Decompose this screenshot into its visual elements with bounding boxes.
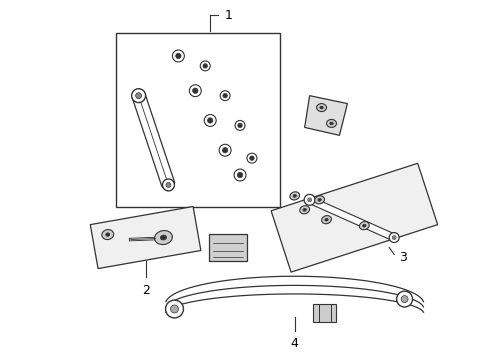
Circle shape <box>166 183 171 188</box>
Circle shape <box>163 179 174 191</box>
Circle shape <box>396 291 413 307</box>
Circle shape <box>238 123 242 128</box>
Ellipse shape <box>160 235 167 240</box>
Circle shape <box>200 61 210 71</box>
Ellipse shape <box>321 216 331 224</box>
Ellipse shape <box>154 230 172 244</box>
Circle shape <box>250 156 254 161</box>
Circle shape <box>219 144 231 156</box>
Circle shape <box>203 64 207 68</box>
Text: 1: 1 <box>225 9 233 22</box>
Ellipse shape <box>330 122 333 125</box>
Circle shape <box>136 93 142 99</box>
Circle shape <box>193 88 198 93</box>
Ellipse shape <box>318 198 321 201</box>
Ellipse shape <box>106 233 110 236</box>
Circle shape <box>235 121 245 130</box>
Circle shape <box>172 50 184 62</box>
Circle shape <box>189 85 201 96</box>
Circle shape <box>207 118 213 123</box>
Circle shape <box>234 169 246 181</box>
Circle shape <box>223 94 227 98</box>
Bar <box>209 234 247 261</box>
Ellipse shape <box>326 120 337 127</box>
Circle shape <box>389 233 399 243</box>
Text: 3: 3 <box>399 251 407 264</box>
Text: 2: 2 <box>142 284 149 297</box>
Circle shape <box>171 305 178 313</box>
Ellipse shape <box>315 196 324 204</box>
Polygon shape <box>132 94 175 187</box>
Bar <box>313 304 337 322</box>
Circle shape <box>304 194 315 205</box>
Circle shape <box>166 300 183 318</box>
Circle shape <box>176 53 181 59</box>
Ellipse shape <box>325 218 328 221</box>
Ellipse shape <box>317 104 326 112</box>
Circle shape <box>204 114 216 126</box>
Circle shape <box>247 153 257 163</box>
Circle shape <box>392 235 396 239</box>
Circle shape <box>401 296 408 302</box>
Circle shape <box>222 148 228 153</box>
Polygon shape <box>271 163 438 272</box>
Ellipse shape <box>303 208 306 211</box>
Ellipse shape <box>360 221 369 230</box>
Text: 4: 4 <box>291 337 298 350</box>
Bar <box>116 33 280 207</box>
Polygon shape <box>305 96 347 135</box>
Ellipse shape <box>300 206 310 214</box>
Circle shape <box>220 91 230 100</box>
Ellipse shape <box>320 106 323 109</box>
Ellipse shape <box>363 224 366 227</box>
Circle shape <box>237 172 243 178</box>
Polygon shape <box>90 207 201 269</box>
Circle shape <box>132 89 146 103</box>
Circle shape <box>308 198 312 202</box>
Ellipse shape <box>293 194 296 197</box>
Ellipse shape <box>290 192 299 200</box>
Polygon shape <box>308 197 395 241</box>
Ellipse shape <box>102 230 114 239</box>
